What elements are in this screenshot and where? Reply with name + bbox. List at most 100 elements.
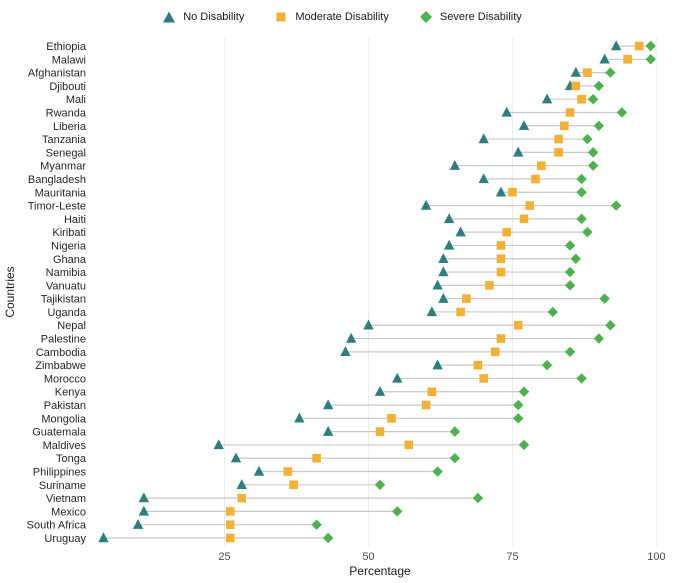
legend-label-no-disability: No Disability (183, 11, 245, 23)
marker-severe-disability (513, 399, 524, 411)
marker-no-disability (322, 425, 334, 436)
marker-moderate-disability (456, 307, 465, 317)
marker-no-disability (438, 253, 449, 263)
marker-moderate-disability (502, 227, 512, 237)
marker-severe-disability (593, 120, 605, 131)
y-tick-label-country: Timor-Leste (28, 201, 86, 213)
triangle-marker-shape (163, 11, 176, 23)
marker-no-disability (455, 226, 466, 237)
y-tick-label-country: Uruguay (44, 533, 86, 545)
y-tick-label-country: Philippines (33, 467, 87, 479)
y-tick-label-country: Senegal (46, 147, 86, 159)
marker-no-disability (236, 479, 247, 490)
y-tick-label-country: Mongolia (41, 413, 87, 425)
marker-severe-disability (576, 173, 587, 185)
y-tick-label-country: Suriname (39, 480, 86, 492)
marker-severe-disability (472, 492, 484, 504)
y-tick-label-country: Tonga (56, 453, 87, 465)
marker-moderate-disability (623, 54, 632, 64)
y-tick-label-country: Namibia (46, 267, 87, 279)
marker-moderate-disability (519, 214, 529, 224)
marker-moderate-disability (513, 320, 523, 330)
marker-no-disability (513, 146, 524, 157)
marker-no-disability (443, 239, 455, 250)
marker-no-disability (495, 186, 507, 197)
marker-moderate-disability (283, 467, 293, 476)
legend-label-severe-disability: Severe Disability (439, 11, 522, 23)
marker-no-disability (230, 452, 242, 463)
y-tick-label-country: Palestine (41, 334, 86, 346)
square-marker-shape (276, 12, 286, 22)
marker-moderate-disability (583, 68, 592, 77)
marker-no-disability (438, 292, 449, 303)
marker-no-disability (449, 159, 461, 170)
marker-severe-disability (564, 280, 576, 291)
marker-no-disability (138, 492, 150, 503)
y-tick-label-country: Kenya (55, 387, 87, 399)
y-tick-label-country: Kiribati (52, 227, 86, 239)
marker-no-disability (138, 505, 150, 516)
marker-severe-disability (374, 479, 386, 491)
x-tick-label-50: 50 (362, 551, 374, 562)
marker-severe-disability (564, 266, 576, 278)
marker-moderate-disability (312, 453, 321, 463)
marker-no-disability (340, 346, 351, 357)
marker-moderate-disability (404, 440, 414, 450)
y-tick-label-country: Cambodia (36, 347, 87, 359)
marker-moderate-disability (565, 108, 575, 117)
marker-severe-disability (605, 320, 616, 331)
legend: No Disability Moderate Disability Severe… (0, 0, 684, 32)
marker-severe-disability (576, 373, 587, 384)
marker-severe-disability (593, 80, 605, 92)
marker-severe-disability (576, 213, 587, 225)
marker-no-disability (294, 412, 305, 423)
y-tick-label-country: Mexico (51, 506, 86, 518)
y-tick-label-country: Afghanistan (28, 68, 86, 80)
marker-moderate-disability (225, 507, 235, 516)
marker-no-disability (432, 359, 443, 370)
marker-severe-disability (392, 506, 403, 517)
marker-no-disability (438, 266, 449, 277)
legend-item-severe-disability: Severe Disability (419, 10, 522, 24)
marker-moderate-disability (387, 414, 396, 423)
y-tick-label-country: Guatemala (32, 427, 87, 439)
marker-severe-disability (518, 386, 530, 397)
marker-moderate-disability (554, 148, 563, 157)
y-tick-label-country: Nigeria (51, 240, 87, 252)
marker-severe-disability (616, 107, 628, 118)
diamond-marker-shape (419, 11, 432, 23)
marker-no-disability (432, 279, 443, 290)
y-tick-label-country: Mauritania (35, 187, 87, 199)
marker-severe-disability (645, 40, 656, 52)
marker-no-disability (213, 439, 224, 450)
x-tick-label-25: 25 (218, 551, 230, 562)
marker-no-disability (426, 306, 438, 317)
marker-severe-disability (547, 306, 558, 318)
marker-no-disability (420, 199, 432, 210)
diamond-marker-icon (419, 11, 432, 23)
y-tick-label-country: Uganda (47, 307, 86, 319)
marker-severe-disability (593, 333, 605, 344)
marker-severe-disability (587, 147, 599, 158)
marker-severe-disability (605, 67, 616, 78)
y-tick-label-country: Bangladesh (28, 174, 86, 186)
marker-no-disability (570, 66, 582, 77)
marker-moderate-disability (490, 347, 500, 357)
x-tick-label-75: 75 (506, 551, 518, 562)
marker-moderate-disability (421, 400, 431, 410)
marker-severe-disability (587, 93, 599, 105)
y-tick-label-country: Nepal (57, 320, 86, 332)
marker-severe-disability (518, 439, 530, 451)
marker-moderate-disability (508, 187, 517, 197)
marker-severe-disability (599, 293, 610, 304)
marker-moderate-disability (634, 41, 644, 51)
chart-area: 25 50 75 100 Ethiopia Malawi Afghanistan Djibou… (0, 32, 684, 562)
marker-severe-disability (322, 532, 334, 544)
marker-no-disability (374, 386, 386, 396)
marker-moderate-disability (375, 427, 385, 436)
y-tick-label-country: Vanuatu (46, 280, 86, 292)
y-tick-label-country: Myanmar (40, 161, 86, 173)
marker-severe-disability (582, 226, 593, 238)
marker-severe-disability (449, 426, 461, 437)
